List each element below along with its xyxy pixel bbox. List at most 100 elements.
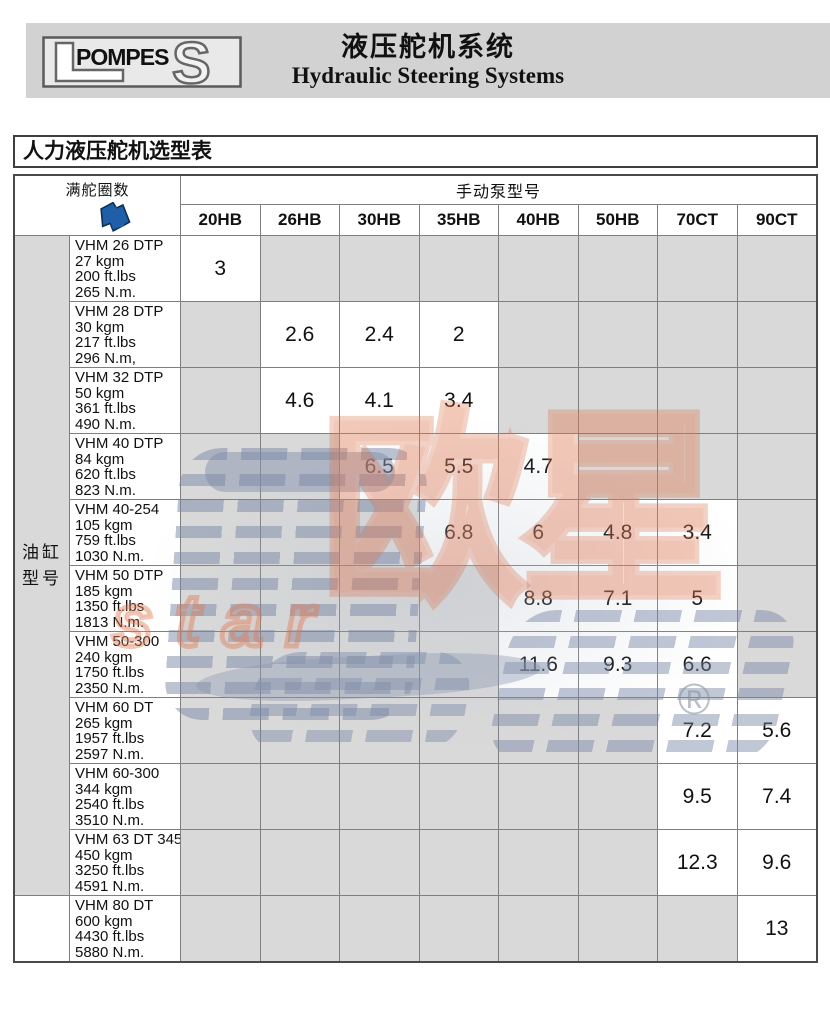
model-name: VHM 28 DTP <box>75 303 164 320</box>
empty-cell <box>499 764 578 829</box>
model-spec-line: 1813 N.m. <box>75 613 145 631</box>
model-spec-line: 361 ft.lbs <box>75 400 136 418</box>
row-label-cell: VHM 80 DT 600 kgm 4430 ft.lbs 5880 N.m. <box>70 896 180 961</box>
model-name: VHM 60 DT <box>75 699 154 716</box>
model-spec-line: 2540 ft.lbs <box>75 796 145 814</box>
empty-cell <box>419 830 498 895</box>
empty-cell <box>419 896 498 961</box>
turns-value-cell: 2 <box>419 302 498 367</box>
row-label-cell: VHM 40 DTP 84 kgm 620 ft.lbs 823 N.m. <box>70 434 180 499</box>
row-label-cell: VHM 63 DT 345 450 kgm 3250 ft.lbs 4591 N.m. <box>70 830 180 895</box>
model-spec-line: 620 ft.lbs <box>75 466 136 484</box>
model-name: VHM 80 DT <box>75 897 154 914</box>
empty-cell <box>737 236 816 301</box>
empty-cell <box>419 566 498 631</box>
turns-value-cell: 4.6 <box>260 368 339 433</box>
logo-s-shape: S <box>172 36 211 88</box>
empty-cell <box>260 830 339 895</box>
model-spec-line: 1957 ft.lbs <box>75 730 145 748</box>
empty-cell <box>578 896 657 961</box>
empty-cell <box>340 764 419 829</box>
empty-cell <box>499 302 578 367</box>
page-title-en: Hydraulic Steering Systems <box>291 63 565 88</box>
empty-cell <box>419 764 498 829</box>
pump-column-header: 30HB <box>340 205 419 235</box>
empty-cell <box>499 368 578 433</box>
model-spec-line: 27 kgm <box>75 252 125 270</box>
pump-column-header: 26HB <box>260 205 339 235</box>
empty-cell <box>181 500 260 565</box>
row-label-cell: VHM 26 DTP 27 kgm 200 ft.lbs 265 N.m. <box>70 236 180 301</box>
turns-value-cell: 7.1 <box>578 566 657 631</box>
empty-cell <box>340 896 419 961</box>
banner-titles: 液压舵机系统 Hydraulic Steering Systems <box>26 23 830 98</box>
model-spec-line: 240 kgm <box>75 648 133 666</box>
model-spec-line: 759 ft.lbs <box>75 532 136 550</box>
empty-cell <box>499 896 578 961</box>
empty-cell <box>737 368 816 433</box>
turns-value-cell: 6 <box>499 500 578 565</box>
turns-value-cell: 5.6 <box>737 698 816 763</box>
logo-l-shape <box>54 41 125 83</box>
pump-column-header: 20HB <box>181 205 260 235</box>
empty-cell <box>658 434 737 499</box>
model-name: VHM 40-254 <box>75 501 160 518</box>
model-spec-line: 1030 N.m. <box>75 547 145 565</box>
model-spec-line: 200 ft.lbs <box>75 268 136 286</box>
turns-value-cell: 6.6 <box>658 632 737 697</box>
turns-value-cell: 6.5 <box>340 434 419 499</box>
empty-cell <box>181 764 260 829</box>
model-spec-line: 2350 N.m. <box>75 679 145 697</box>
empty-cell <box>578 764 657 829</box>
empty-cell <box>181 632 260 697</box>
model-name: VHM 60-300 <box>75 765 160 782</box>
pump-model-group-header: 手动泵型号 <box>181 176 816 204</box>
turns-value-cell: 3.4 <box>658 500 737 565</box>
model-spec-line: 4591 N.m. <box>75 877 145 895</box>
empty-cell <box>181 830 260 895</box>
empty-cell <box>578 830 657 895</box>
empty-cell <box>737 302 816 367</box>
turns-value-cell: 2.4 <box>340 302 419 367</box>
empty-cell <box>340 566 419 631</box>
empty-cell <box>340 632 419 697</box>
row-label-cell: VHM 40-254 105 kgm 759 ft.lbs 1030 N.m. <box>70 500 180 565</box>
empty-cell <box>578 434 657 499</box>
model-spec-line: 185 kgm <box>75 582 133 600</box>
empty-cell <box>737 632 816 697</box>
model-spec-line: 30 kgm <box>75 318 125 336</box>
row-label-cell: VHM 28 DTP 30 kgm 217 ft.lbs 296 N.m, <box>70 302 180 367</box>
empty-cell <box>499 236 578 301</box>
header-banner: POMPES S 液压舵机系统 Hydraulic Steering Syste… <box>26 23 830 98</box>
empty-cell <box>181 698 260 763</box>
turns-value-cell: 5 <box>658 566 737 631</box>
corner-cell: 满舵圈数 <box>15 176 180 235</box>
empty-cell <box>578 368 657 433</box>
model-name: VHM 63 DT 345 <box>75 831 180 848</box>
arrow-down-right-icon <box>99 202 131 233</box>
empty-cell <box>181 434 260 499</box>
model-name: VHM 26 DTP <box>75 237 164 254</box>
model-spec-line: 3510 N.m. <box>75 811 145 829</box>
turns-value-cell: 5.5 <box>419 434 498 499</box>
model-spec-line: 84 kgm <box>75 450 125 468</box>
turns-value-cell: 6.8 <box>419 500 498 565</box>
empty-cell <box>340 500 419 565</box>
row-label-cell: VHM 60 DT 265 kgm 1957 ft.lbs 2597 N.m. <box>70 698 180 763</box>
model-spec-line: 490 N.m. <box>75 415 136 433</box>
model-spec-line: 344 kgm <box>75 780 133 798</box>
pump-column-header: 70CT <box>658 205 737 235</box>
side-label-line: 油缸 <box>22 542 62 562</box>
empty-cell <box>578 698 657 763</box>
empty-cell <box>340 236 419 301</box>
empty-cell <box>340 830 419 895</box>
model-spec-line: 50 kgm <box>75 384 125 402</box>
empty-cell <box>737 500 816 565</box>
turns-value-cell: 9.3 <box>578 632 657 697</box>
empty-cell <box>260 632 339 697</box>
row-label-cell: VHM 50-300 240 kgm 1750 ft.lbs 2350 N.m. <box>70 632 180 697</box>
turns-value-cell: 9.6 <box>737 830 816 895</box>
turns-value-cell: 3 <box>181 236 260 301</box>
pump-column-header: 35HB <box>419 205 498 235</box>
empty-cell <box>260 566 339 631</box>
